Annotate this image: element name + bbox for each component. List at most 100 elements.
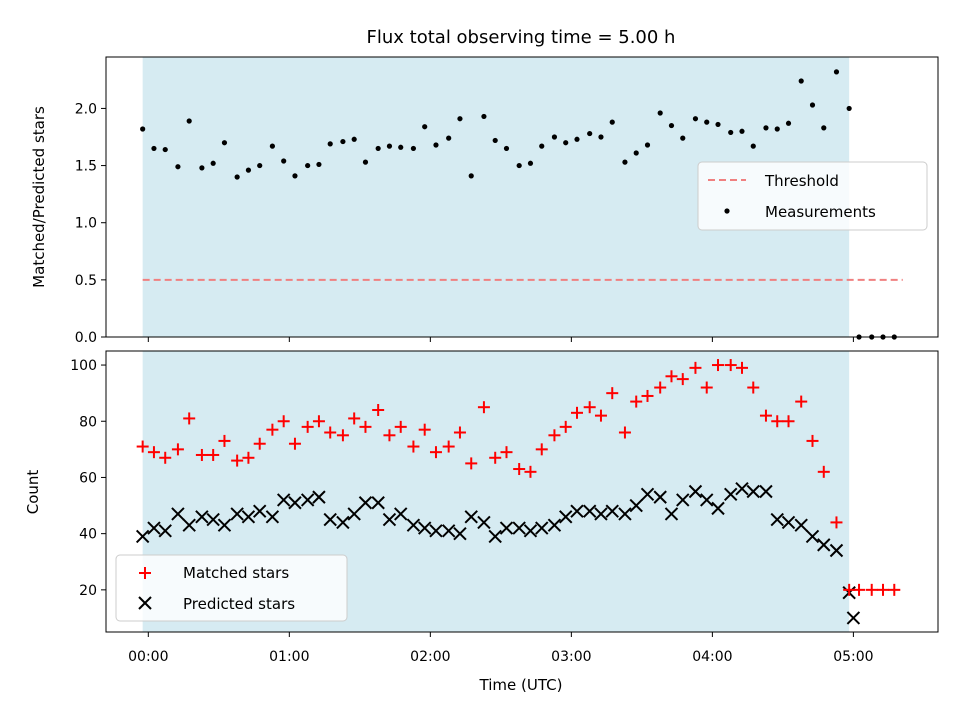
measurement-point <box>644 142 651 148</box>
predicted-stars-point <box>817 538 831 552</box>
predicted-stars-point <box>195 510 209 524</box>
matched-stars-point <box>630 395 643 408</box>
predicted-stars-stroke <box>711 501 725 516</box>
predicted-stars-point <box>805 529 820 544</box>
predicted-stars-stroke <box>371 496 385 510</box>
predicted-stars-point <box>700 493 714 507</box>
matched-stars-point <box>207 448 220 461</box>
measurement-point <box>657 110 663 116</box>
measurement-point <box>798 78 804 84</box>
predicted-stars-point <box>594 507 608 521</box>
predicted-stars-point <box>347 507 361 521</box>
figure-title: Flux total observing time = 5.00 h <box>367 27 676 48</box>
predicted-stars-stroke <box>817 538 831 552</box>
matched-stars-point <box>559 420 572 433</box>
predicted-stars-point <box>371 496 385 510</box>
predicted-stars-series <box>135 481 861 625</box>
measurement-point <box>210 160 216 166</box>
measurement-point <box>739 128 745 134</box>
predicted-stars-point <box>559 510 573 524</box>
measurement-point <box>281 158 287 164</box>
predicted-stars-point <box>253 504 267 518</box>
predicted-stars-stroke <box>523 524 538 538</box>
matched-stars-point <box>500 446 513 459</box>
matched-stars-point <box>348 412 361 425</box>
y-tick-label: 0.0 <box>75 330 97 346</box>
predicted-stars-stroke <box>182 518 196 532</box>
measurement-point <box>516 162 522 169</box>
predicted-stars-point <box>217 518 232 532</box>
predicted-stars-stroke <box>535 521 549 535</box>
measurement-point <box>446 135 452 141</box>
measurement-point <box>468 173 474 179</box>
predicted-stars-stroke <box>358 496 373 510</box>
predicted-stars-point <box>230 507 244 521</box>
predicted-stars-stroke <box>559 510 573 524</box>
matched-stars-point <box>477 401 490 414</box>
predicted-stars-stroke <box>688 484 703 499</box>
measurement-point <box>327 141 333 147</box>
predicted-stars-stroke <box>499 521 514 535</box>
top-legend: Threshold Measurements <box>697 161 928 231</box>
x-tick-label: 00:00 <box>128 649 168 665</box>
measurement-point <box>457 116 463 122</box>
x-tick-label: 02:00 <box>410 649 450 665</box>
predicted-stars-stroke <box>230 507 244 521</box>
measurement-point <box>234 174 240 180</box>
y-tick-label: 100 <box>70 358 97 374</box>
x-tick-label: 05:00 <box>833 649 873 665</box>
predicted-stars-stroke <box>171 507 185 521</box>
measurement-point <box>410 145 417 152</box>
matched-stars-point <box>724 359 737 372</box>
measurement-point <box>386 143 393 149</box>
matched-stars-point <box>665 370 678 383</box>
predicted-stars-point <box>323 512 337 527</box>
matched-stars-point <box>195 448 208 461</box>
matched-stars-point <box>583 401 596 414</box>
measurement-point <box>433 142 439 148</box>
measurement-point <box>633 150 639 156</box>
measurement-point <box>551 134 558 140</box>
predicted-stars-point <box>846 611 861 625</box>
measurement-point <box>692 116 699 122</box>
predicted-stars-point <box>829 543 844 558</box>
predicted-stars-stroke <box>488 529 502 544</box>
measurement-point <box>398 144 404 150</box>
x-tick-label: 04:00 <box>692 649 732 665</box>
predicted-stars-stroke <box>195 510 209 524</box>
predicted-stars-stroke <box>206 512 220 527</box>
matched-stars-point <box>524 465 537 478</box>
predicted-stars-legend-icon <box>138 596 152 610</box>
matched-stars-point <box>535 443 548 456</box>
matched-stars-point <box>759 409 772 422</box>
measurements-series <box>140 69 897 340</box>
predicted-stars-point <box>171 507 185 521</box>
measurement-point <box>199 165 205 171</box>
matched-stars-point <box>383 429 396 442</box>
measurements-legend-label: Measurements <box>765 203 876 221</box>
predicted-stars-stroke <box>217 518 232 532</box>
predicted-stars-point <box>547 518 562 532</box>
predicted-stars-point <box>312 490 326 504</box>
predicted-stars-point <box>182 518 196 532</box>
predicted-stars-point <box>417 521 432 535</box>
measurement-point <box>340 138 346 145</box>
measurement-point <box>539 143 545 149</box>
matched-stars-point <box>888 583 901 596</box>
top-x-ticks <box>147 337 854 342</box>
matched-stars-point <box>830 516 843 529</box>
measurement-point <box>833 69 840 75</box>
matched-stars-point <box>877 583 890 596</box>
predicted-stars-stroke <box>759 484 773 499</box>
matched-stars-point <box>136 440 149 453</box>
matched-stars-point <box>429 446 442 459</box>
predicted-stars-stroke <box>594 507 608 521</box>
measurement-point <box>221 140 228 146</box>
predicted-stars-point <box>723 487 738 502</box>
predicted-stars-stroke <box>441 524 456 538</box>
predicted-stars-stroke <box>323 512 337 527</box>
bottom-legend-box <box>115 554 348 622</box>
predicted-stars-point <box>759 484 773 499</box>
predicted-stars-point <box>711 501 725 516</box>
